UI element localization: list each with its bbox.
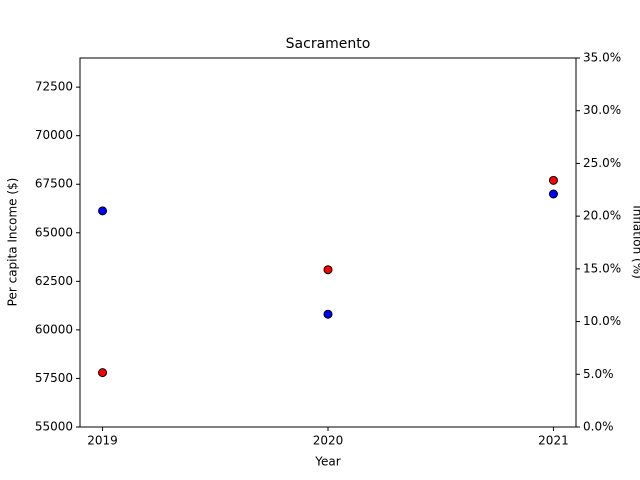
x-axis-label: Year	[314, 455, 340, 469]
y-tick-label: 70000	[35, 128, 73, 142]
y-tick-label: 60000	[35, 322, 73, 336]
x-tick-label: 2021	[538, 434, 569, 448]
y-tick-label: 57500	[35, 371, 73, 385]
y-tick-label: 67500	[35, 177, 73, 191]
y-tick-label: 62500	[35, 274, 73, 288]
x-tick-label: 2020	[313, 434, 344, 448]
point	[323, 309, 333, 319]
y2-tick-label: 0.0%	[583, 420, 614, 434]
y2-tick-label: 5.0%	[583, 367, 614, 381]
y2-tick-label: 15.0%	[583, 261, 621, 275]
y2-tick-label: 20.0%	[583, 209, 621, 223]
point	[548, 175, 558, 185]
y2-axis-label: Inflation (%)	[631, 205, 640, 279]
point	[98, 368, 108, 378]
point	[323, 265, 333, 275]
y2-tick-label: 30.0%	[583, 103, 621, 117]
x-tick-label: 2019	[87, 434, 118, 448]
y-axis-label: Per capita Income ($)	[6, 178, 20, 307]
point	[98, 206, 108, 216]
y-tick-label: 55000	[35, 420, 73, 434]
y2-tick-label: 25.0%	[583, 156, 621, 170]
point	[548, 189, 558, 199]
y-tick-label: 65000	[35, 225, 73, 239]
y2-tick-label: 10.0%	[583, 314, 621, 328]
y2-tick-label: 35.0%	[583, 51, 621, 65]
chart-title: Sacramento	[286, 36, 371, 52]
y-tick-label: 72500	[35, 80, 73, 94]
